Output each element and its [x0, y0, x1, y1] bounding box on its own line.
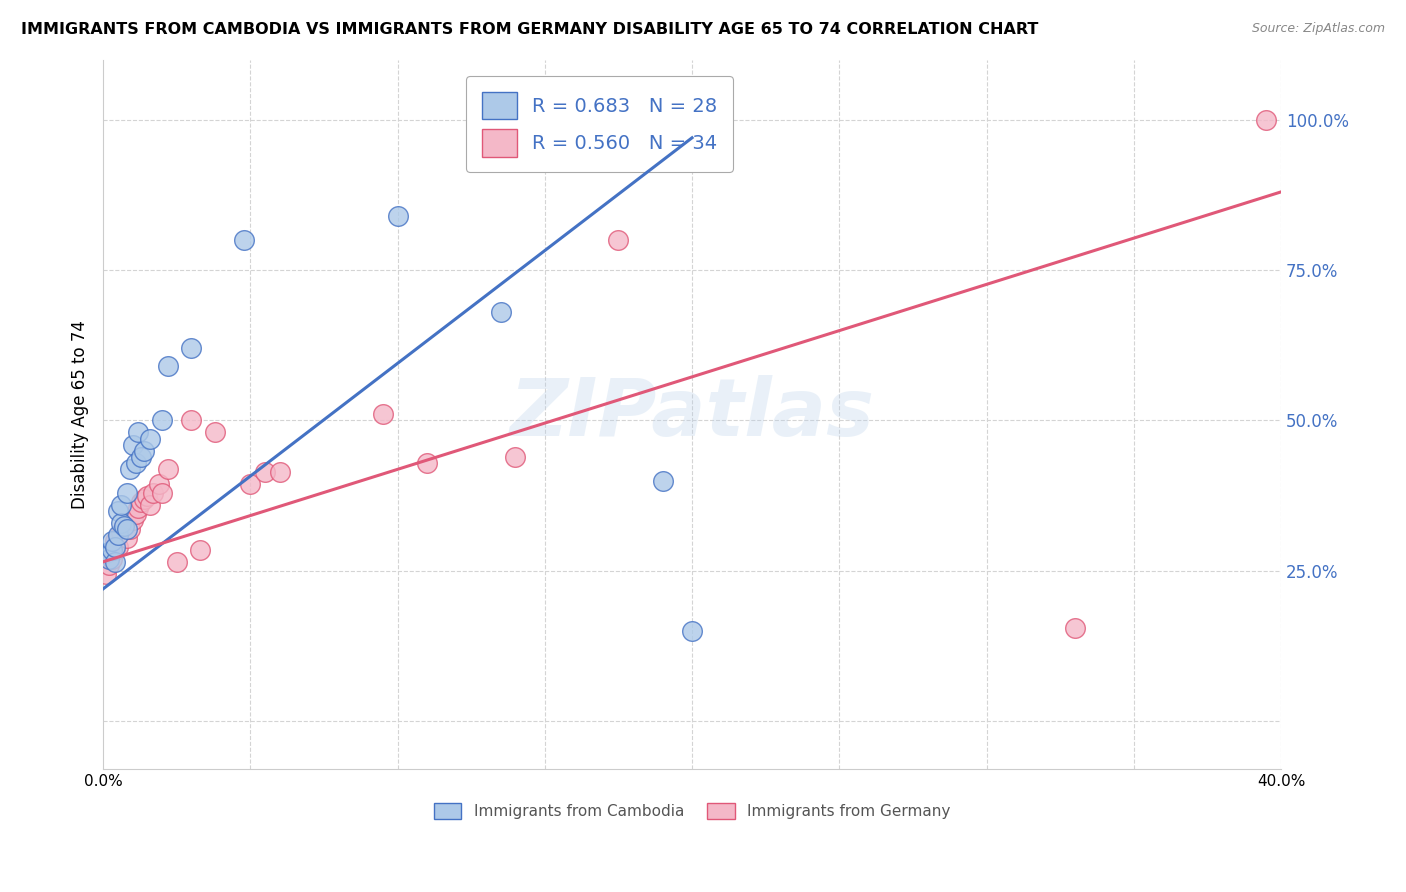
Point — [239, 476, 262, 491]
Text: IMMIGRANTS FROM CAMBODIA VS IMMIGRANTS FROM GERMANY DISABILITY AGE 65 TO 74 CORR: IMMIGRANTS FROM CAMBODIA VS IMMIGRANTS F… — [21, 22, 1039, 37]
Point — [101, 542, 124, 557]
Point — [131, 450, 153, 464]
Point — [651, 474, 673, 488]
Point — [98, 558, 121, 572]
Point — [1063, 621, 1085, 635]
Point — [489, 305, 512, 319]
Point — [188, 542, 211, 557]
Point — [180, 413, 202, 427]
Point — [127, 425, 149, 440]
Point — [115, 522, 138, 536]
Point — [371, 408, 394, 422]
Point — [118, 522, 141, 536]
Point — [121, 513, 143, 527]
Point — [607, 233, 630, 247]
Point — [124, 507, 146, 521]
Point — [505, 450, 527, 464]
Point — [107, 527, 129, 541]
Text: Source: ZipAtlas.com: Source: ZipAtlas.com — [1251, 22, 1385, 36]
Point — [110, 498, 132, 512]
Point — [387, 209, 409, 223]
Y-axis label: Disability Age 65 to 74: Disability Age 65 to 74 — [72, 320, 89, 509]
Point — [148, 476, 170, 491]
Point — [107, 540, 129, 554]
Point — [134, 443, 156, 458]
Point — [131, 494, 153, 508]
Point — [107, 504, 129, 518]
Point — [94, 546, 117, 560]
Point — [150, 413, 173, 427]
Point — [104, 542, 127, 557]
Point — [180, 341, 202, 355]
Point — [127, 500, 149, 515]
Point — [115, 531, 138, 545]
Point — [110, 516, 132, 530]
Point — [156, 461, 179, 475]
Point — [118, 461, 141, 475]
Point — [142, 485, 165, 500]
Point — [94, 566, 117, 581]
Point — [681, 624, 703, 638]
Point — [115, 485, 138, 500]
Point — [104, 555, 127, 569]
Point — [233, 233, 256, 247]
Legend: Immigrants from Cambodia, Immigrants from Germany: Immigrants from Cambodia, Immigrants fro… — [427, 797, 956, 825]
Point — [134, 491, 156, 506]
Point — [101, 533, 124, 548]
Point — [139, 432, 162, 446]
Point — [136, 489, 159, 503]
Point — [156, 359, 179, 374]
Point — [121, 437, 143, 451]
Point — [166, 555, 188, 569]
Point — [98, 551, 121, 566]
Text: ZIPatlas: ZIPatlas — [509, 376, 875, 453]
Point — [104, 533, 127, 548]
Point — [110, 524, 132, 539]
Point — [101, 551, 124, 566]
Point — [112, 518, 135, 533]
Point — [269, 465, 291, 479]
Point — [1256, 112, 1278, 127]
Point — [150, 485, 173, 500]
Point — [204, 425, 226, 440]
Point — [416, 456, 439, 470]
Point — [254, 465, 277, 479]
Point — [104, 540, 127, 554]
Point — [139, 498, 162, 512]
Point — [124, 456, 146, 470]
Point — [112, 518, 135, 533]
